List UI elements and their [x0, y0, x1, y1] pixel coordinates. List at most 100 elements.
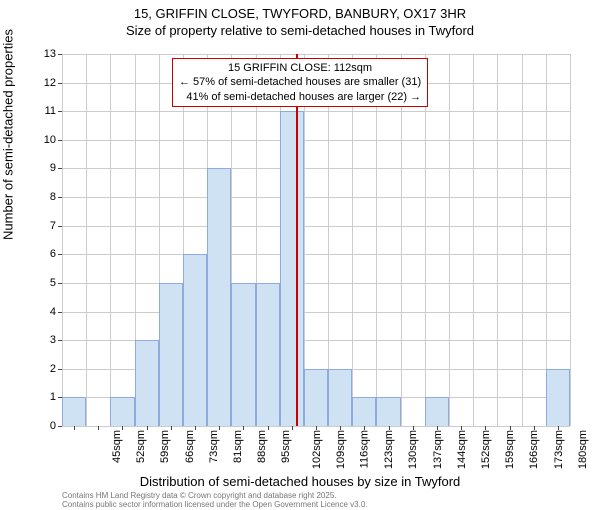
chart-title-main: 15, GRIFFIN CLOSE, TWYFORD, BANBURY, OX1…: [0, 6, 600, 21]
gridline-h: [62, 140, 570, 141]
footer-line-2: Contains public sector information licen…: [62, 501, 368, 510]
x-tick-label: 59sqm: [160, 430, 172, 463]
y-tick-mark: [58, 226, 62, 227]
chart-title-sub: Size of property relative to semi-detach…: [0, 23, 600, 38]
x-tick-label: 152sqm: [480, 430, 492, 469]
x-tick-mark: [98, 426, 99, 430]
y-tick-label: 5: [6, 277, 56, 289]
x-tick-mark: [485, 426, 486, 430]
y-tick-mark: [58, 168, 62, 169]
marker-line: [296, 54, 298, 426]
y-tick-label: 6: [6, 248, 56, 260]
x-axis-title: Distribution of semi-detached houses by …: [0, 474, 600, 489]
y-tick-label: 9: [6, 162, 56, 174]
histogram-bar: [280, 111, 304, 426]
gridline-h: [62, 254, 570, 255]
chart-footer: Contains HM Land Registry data © Crown c…: [62, 492, 368, 510]
y-tick-mark: [58, 111, 62, 112]
y-tick-label: 0: [6, 420, 56, 432]
y-tick-label: 11: [6, 105, 56, 117]
x-tick-label: 66sqm: [184, 430, 196, 463]
x-tick-mark: [243, 426, 244, 430]
x-tick-label: 144sqm: [456, 430, 468, 469]
plot-area: 15 GRIFFIN CLOSE: 112sqm← 57% of semi-de…: [62, 54, 570, 426]
histogram-bar: [62, 397, 86, 426]
histogram-bar: [135, 340, 159, 426]
gridline-v: [376, 54, 377, 426]
x-tick-mark: [195, 426, 196, 430]
y-tick-mark: [58, 54, 62, 55]
x-tick-label: 81sqm: [232, 430, 244, 463]
histogram-bar: [352, 397, 376, 426]
histogram-bar: [110, 397, 134, 426]
annotation-line: 15 GRIFFIN CLOSE: 112sqm: [179, 61, 421, 75]
x-tick-label: 166sqm: [528, 430, 540, 469]
x-tick-label: 102sqm: [311, 430, 323, 469]
x-tick-mark: [147, 426, 148, 430]
gridline-v: [473, 54, 474, 426]
x-tick-mark: [316, 426, 317, 430]
x-tick-mark: [268, 426, 269, 430]
x-tick-mark: [219, 426, 220, 430]
x-tick-mark: [171, 426, 172, 430]
gridline-h: [62, 197, 570, 198]
y-tick-label: 13: [6, 48, 56, 60]
y-tick-mark: [58, 426, 62, 427]
histogram-bar: [546, 369, 570, 426]
x-tick-label: 137sqm: [432, 430, 444, 469]
x-tick-mark: [292, 426, 293, 430]
x-tick-mark: [340, 426, 341, 430]
x-tick-label: 52sqm: [135, 430, 147, 463]
y-tick-label: 10: [6, 134, 56, 146]
x-tick-mark: [461, 426, 462, 430]
y-tick-label: 2: [6, 363, 56, 375]
histogram-bar: [183, 254, 207, 426]
gridline-v: [401, 54, 402, 426]
gridline-v: [86, 54, 87, 426]
y-tick-mark: [58, 83, 62, 84]
gridline-h: [62, 111, 570, 112]
x-tick-label: 180sqm: [577, 430, 589, 469]
y-tick-mark: [58, 140, 62, 141]
gridline-h: [62, 283, 570, 284]
x-tick-mark: [534, 426, 535, 430]
gridline-h: [62, 226, 570, 227]
chart-container: 15, GRIFFIN CLOSE, TWYFORD, BANBURY, OX1…: [0, 6, 600, 506]
y-tick-label: 12: [6, 77, 56, 89]
y-tick-mark: [58, 254, 62, 255]
y-tick-mark: [58, 369, 62, 370]
gridline-v: [497, 54, 498, 426]
x-tick-label: 173sqm: [553, 430, 565, 469]
y-tick-mark: [58, 283, 62, 284]
x-tick-label: 130sqm: [408, 430, 420, 469]
x-tick-mark: [364, 426, 365, 430]
annotation-line: ← 57% of semi-detached houses are smalle…: [179, 75, 421, 89]
x-tick-mark: [437, 426, 438, 430]
x-tick-label: 73sqm: [208, 430, 220, 463]
x-tick-label: 159sqm: [504, 430, 516, 469]
y-tick-label: 8: [6, 191, 56, 203]
histogram-bar: [376, 397, 400, 426]
gridline-v: [449, 54, 450, 426]
x-tick-mark: [389, 426, 390, 430]
gridline-v: [62, 54, 63, 426]
y-tick-mark: [58, 197, 62, 198]
gridline-v: [352, 54, 353, 426]
gridline-h: [62, 54, 570, 55]
x-tick-mark: [510, 426, 511, 430]
histogram-bar: [207, 168, 231, 426]
x-tick-mark: [122, 426, 123, 430]
annotation-box: 15 GRIFFIN CLOSE: 112sqm← 57% of semi-de…: [172, 58, 428, 107]
gridline-v: [570, 54, 571, 426]
x-tick-label: 123sqm: [383, 430, 395, 469]
gridline-v: [522, 54, 523, 426]
histogram-bar: [425, 397, 449, 426]
x-tick-mark: [413, 426, 414, 430]
x-tick-label: 88sqm: [256, 430, 268, 463]
annotation-line: 41% of semi-detached houses are larger (…: [179, 90, 421, 104]
x-tick-mark: [558, 426, 559, 430]
x-tick-mark: [74, 426, 75, 430]
y-tick-mark: [58, 312, 62, 313]
gridline-v: [425, 54, 426, 426]
y-tick-label: 7: [6, 220, 56, 232]
